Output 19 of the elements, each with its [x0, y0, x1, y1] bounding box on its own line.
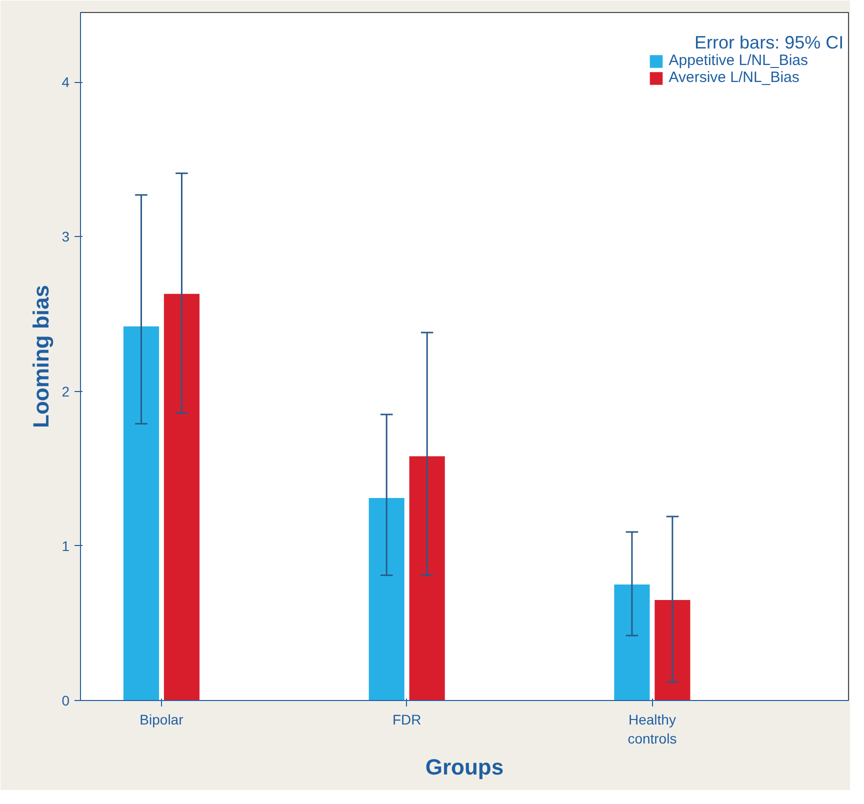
- x-tick-label: Healthy controls: [628, 712, 677, 747]
- y-tick-label: 3: [62, 228, 70, 245]
- legend-label: Aversive L/NL_Bias: [668, 69, 800, 86]
- bar: [614, 584, 650, 700]
- x-tick-label: Bipolar: [140, 712, 184, 728]
- legend-label: Appetitive L/NL_Bias: [668, 52, 808, 69]
- bar: [654, 600, 690, 700]
- bar: [368, 498, 404, 700]
- y-tick-label: 1: [62, 538, 70, 554]
- bar: [123, 326, 160, 700]
- x-axis-title: Groups: [425, 754, 504, 780]
- x-tick-label: FDR: [392, 712, 422, 728]
- annotation: Error bars: 95% CI: [694, 32, 844, 52]
- bar: [164, 294, 200, 700]
- y-axis-title: Looming bias: [28, 285, 54, 428]
- y-tick-label: 2: [62, 383, 70, 400]
- bar: [409, 456, 445, 700]
- y-tick-label: 4: [62, 74, 70, 90]
- y-tick-label: 0: [62, 692, 70, 708]
